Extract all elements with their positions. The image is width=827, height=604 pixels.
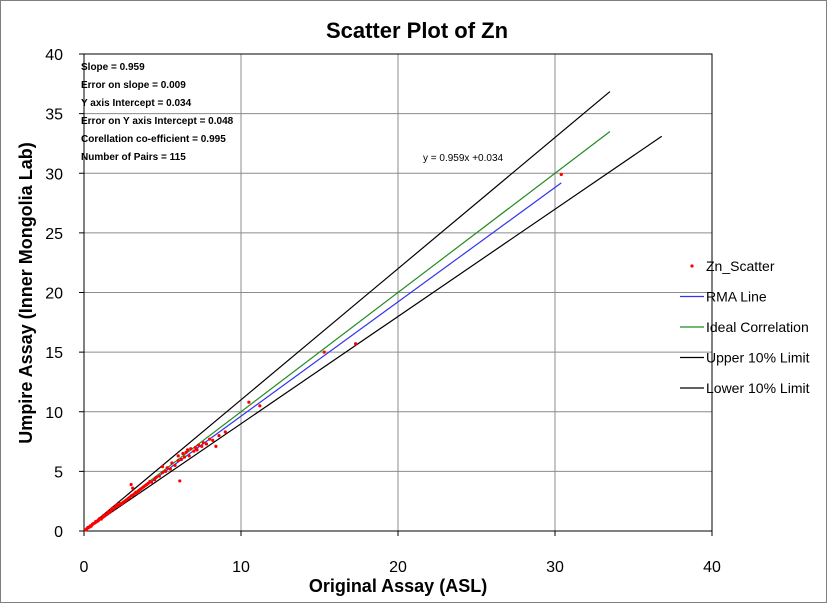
scatter-point bbox=[186, 448, 190, 452]
stat-line: Error on Y axis Intercept = 0.048 bbox=[81, 116, 234, 127]
scatter-point bbox=[179, 457, 183, 462]
legend-label: Zn_Scatter bbox=[706, 258, 775, 274]
scatter-point bbox=[184, 450, 188, 454]
scatter-point bbox=[164, 469, 168, 473]
scatter-point bbox=[160, 465, 165, 469]
scatter-point bbox=[189, 447, 193, 451]
scatter-point bbox=[193, 445, 198, 450]
y-tick-label: 40 bbox=[45, 47, 63, 64]
scatter-point bbox=[170, 461, 174, 465]
scatter-points bbox=[83, 172, 563, 532]
scatter-point bbox=[195, 448, 199, 452]
scatter-point bbox=[214, 444, 218, 448]
legend-label: Lower 10% Limit bbox=[706, 380, 810, 396]
x-axis-title: Original Assay (ASL) bbox=[309, 576, 487, 596]
stat-line: Y axis Intercept = 0.034 bbox=[81, 98, 192, 109]
scatter-point bbox=[176, 454, 180, 458]
plot-area-border bbox=[83, 53, 713, 532]
y-tick-label: 25 bbox=[45, 226, 63, 243]
y-tick-label: 0 bbox=[54, 524, 63, 541]
y-tick-label: 35 bbox=[45, 107, 63, 124]
y-tick-labels: 0 5 10 15 20 25 30 35 40 bbox=[45, 47, 63, 541]
scatter-point bbox=[129, 482, 133, 487]
scatter-point bbox=[181, 451, 185, 456]
x-tick-label: 0 bbox=[80, 559, 89, 576]
scatter-point bbox=[176, 459, 180, 463]
scatter-point bbox=[201, 441, 205, 445]
scatter-point bbox=[208, 437, 212, 441]
legend-label: Ideal Correlation bbox=[706, 319, 809, 335]
scatter-point bbox=[258, 404, 262, 408]
statistics-box: Slope = 0.959 Error on slope = 0.009 Y axi… bbox=[81, 62, 234, 163]
stat-line: Slope = 0.959 bbox=[81, 62, 145, 73]
scatter-point bbox=[354, 342, 358, 346]
scatter-point bbox=[154, 475, 158, 479]
stat-line: Corellation co-efficient = 0.995 bbox=[81, 134, 226, 145]
y-tick-label: 5 bbox=[54, 464, 63, 481]
scatter-point bbox=[157, 474, 161, 478]
scatter-point bbox=[153, 478, 157, 482]
y-tick-label: 15 bbox=[45, 345, 63, 362]
scatter-point bbox=[178, 479, 182, 483]
y-tick-label: 30 bbox=[45, 166, 63, 183]
scatter-point bbox=[247, 400, 251, 404]
axes bbox=[79, 53, 713, 536]
trendline-equation: y = 0.959x +0.034 bbox=[423, 153, 504, 164]
scatter-point bbox=[187, 454, 191, 458]
y-tick-label: 20 bbox=[45, 286, 63, 303]
y-tick-label: 10 bbox=[45, 405, 63, 422]
scatter-point bbox=[165, 466, 169, 470]
scatter-point bbox=[223, 430, 227, 434]
scatter-point bbox=[192, 449, 196, 453]
scatter-point bbox=[322, 350, 326, 354]
scatter-point bbox=[149, 480, 154, 484]
x-tick-label: 20 bbox=[389, 559, 407, 576]
scatter-point bbox=[211, 438, 215, 442]
legend-label: RMA Line bbox=[706, 289, 767, 305]
scatter-point bbox=[217, 434, 221, 438]
upper-10-limit-line bbox=[83, 91, 611, 532]
scatter-point bbox=[182, 455, 187, 459]
scatter-point bbox=[173, 463, 177, 468]
stat-line: Error on slope = 0.009 bbox=[81, 80, 186, 91]
scatter-point bbox=[559, 172, 563, 177]
legend-label: Upper 10% Limit bbox=[706, 350, 810, 366]
x-tick-label: 40 bbox=[703, 559, 721, 576]
scatter-point bbox=[200, 444, 204, 448]
scatter-point bbox=[168, 467, 172, 471]
x-tick-labels: 0 10 20 30 40 bbox=[80, 559, 721, 576]
y-axis-title: Umpire Assay (Inner Mongolia Lab) bbox=[16, 142, 36, 443]
scatter-point bbox=[204, 442, 209, 446]
x-tick-label: 30 bbox=[546, 559, 564, 576]
chart-title: Scatter Plot of Zn bbox=[326, 18, 508, 43]
x-tick-label: 10 bbox=[232, 559, 250, 576]
scatter-point bbox=[160, 470, 165, 475]
stat-line: Number of Pairs = 115 bbox=[81, 152, 186, 163]
scatter-point bbox=[131, 486, 135, 490]
scatter-point bbox=[197, 443, 201, 447]
legend: Zn_Scatter RMA Line Ideal Correlation Upper… bbox=[680, 258, 810, 396]
scatter-point bbox=[135, 491, 139, 495]
lower-10-limit-line bbox=[83, 135, 663, 532]
legend-marker-point bbox=[690, 264, 694, 268]
